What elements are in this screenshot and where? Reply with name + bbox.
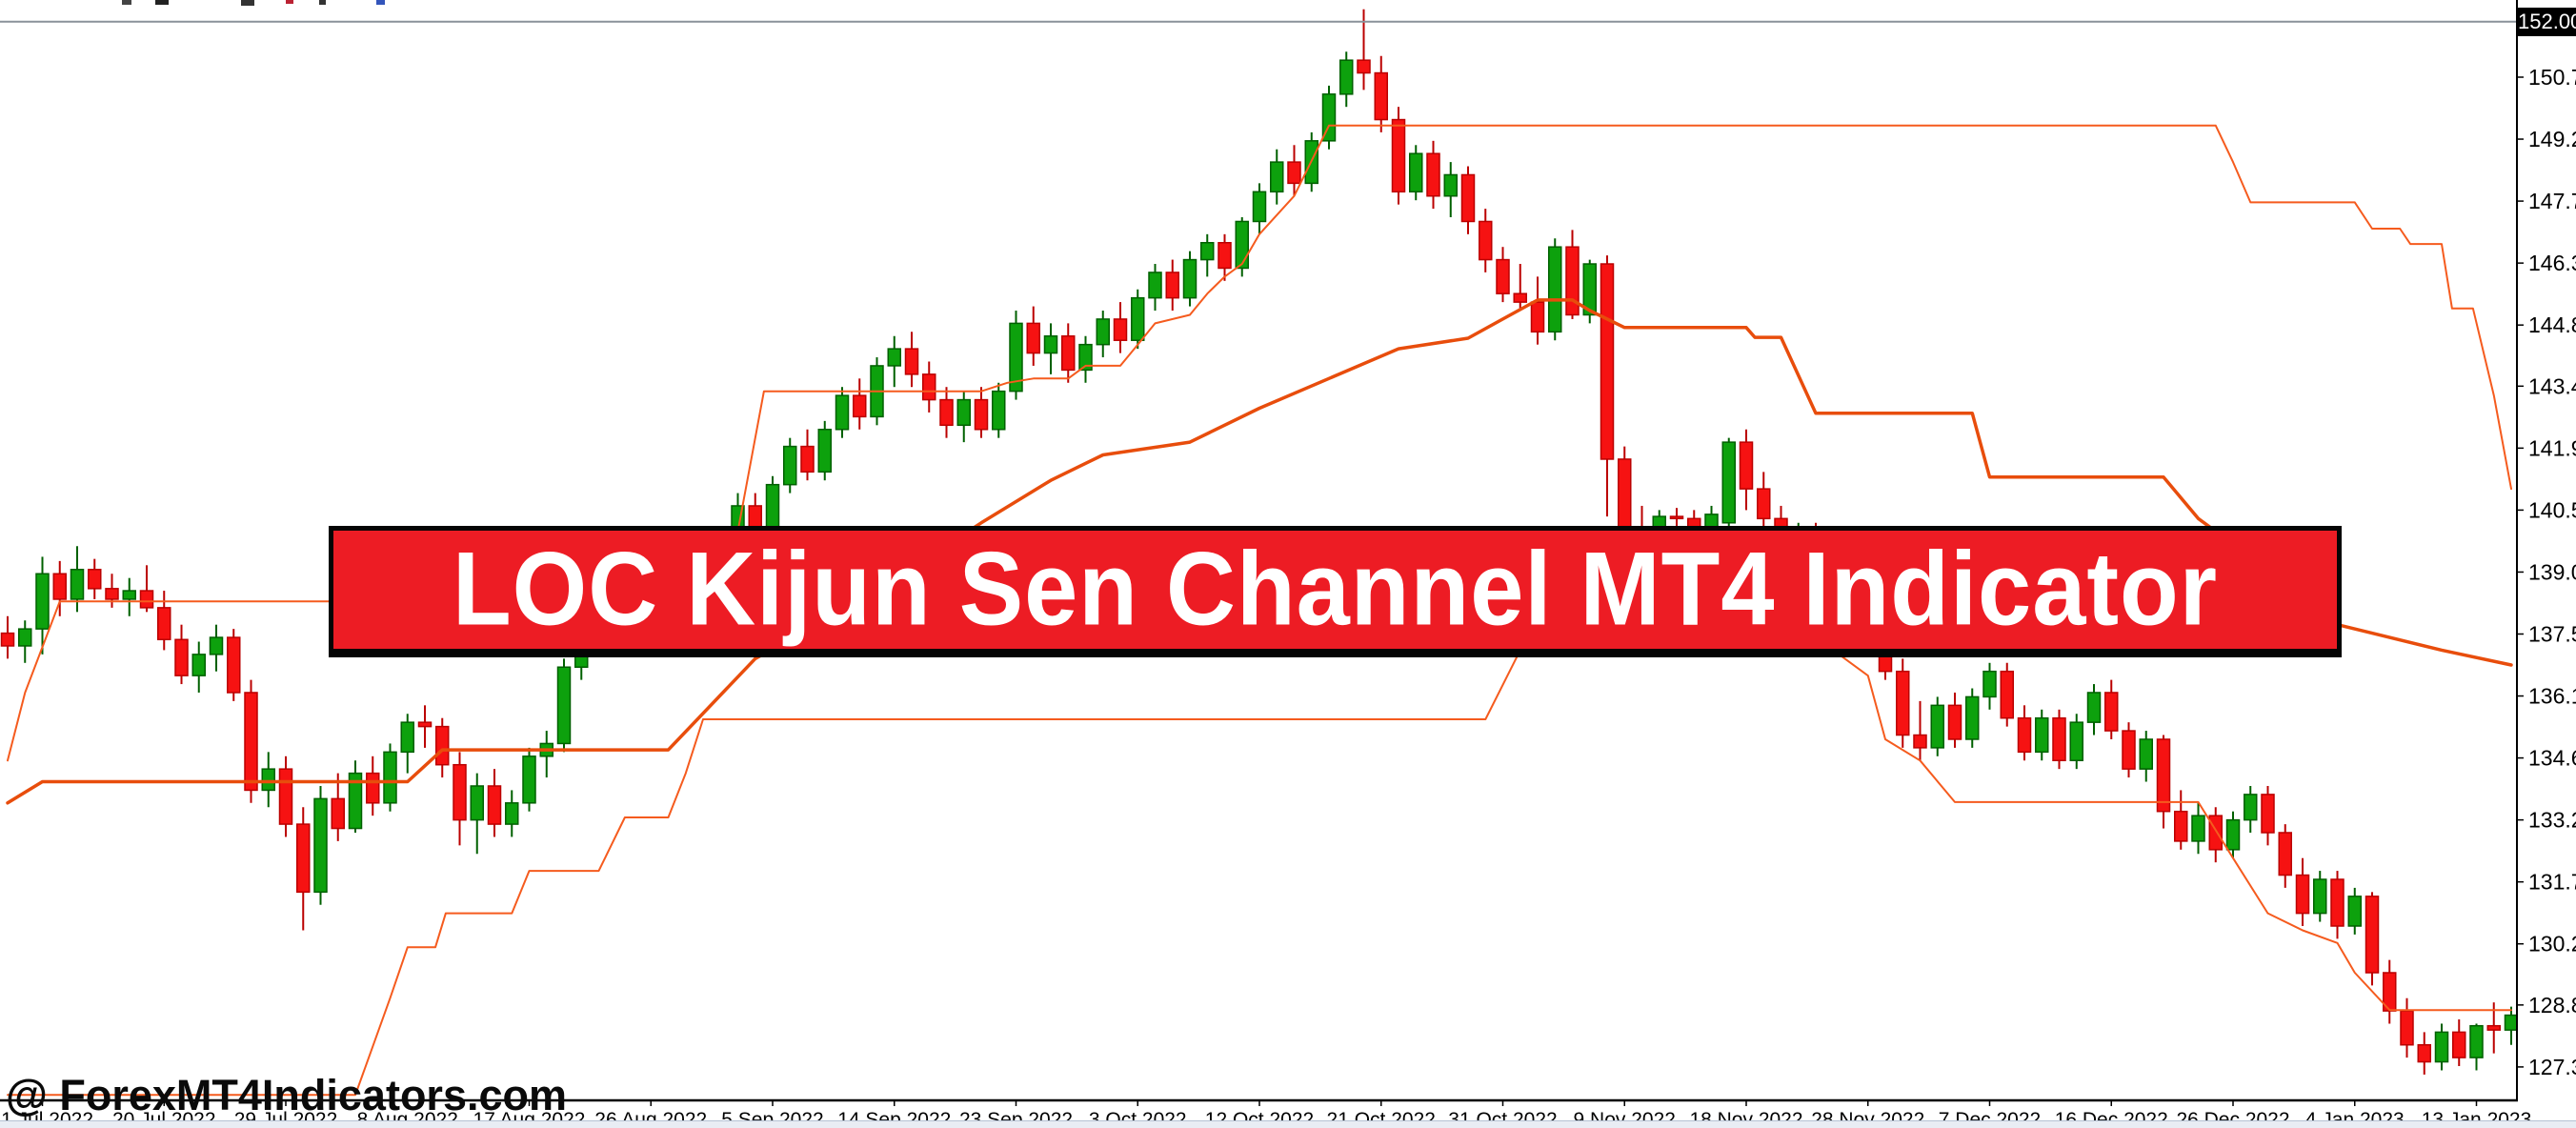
svg-text:143.420: 143.420 xyxy=(2528,373,2576,398)
svg-text:127.380: 127.380 xyxy=(2528,1055,2576,1079)
indicator-banner: LOC Kijun Sen Channel MT4 Indicator xyxy=(329,526,2342,657)
svg-text:150.700: 150.700 xyxy=(2528,65,2576,90)
svg-text:146.320: 146.320 xyxy=(2528,251,2576,275)
svg-text:139.040: 139.040 xyxy=(2528,559,2576,584)
svg-text:128.840: 128.840 xyxy=(2528,993,2576,1017)
svg-text:130.280: 130.280 xyxy=(2528,932,2576,957)
clipped-text-fragment xyxy=(319,0,326,5)
svg-text:133.200: 133.200 xyxy=(2528,808,2576,833)
price-marker-box: 152.008 xyxy=(2518,8,2576,36)
svg-text:136.120: 136.120 xyxy=(2528,684,2576,709)
watermark-text: @ ForexMT4Indicators.com xyxy=(6,1071,567,1119)
window-bottom-edge xyxy=(0,1120,2576,1128)
svg-text:140.500: 140.500 xyxy=(2528,497,2576,522)
clipped-text-fragment xyxy=(155,0,169,5)
svg-text:144.860: 144.860 xyxy=(2528,312,2576,337)
svg-text:134.660: 134.660 xyxy=(2528,746,2576,771)
svg-text:149.240: 149.240 xyxy=(2528,127,2576,151)
clipped-text-fragment xyxy=(241,0,254,6)
svg-text:137.580: 137.580 xyxy=(2528,621,2576,646)
svg-text:147.780: 147.780 xyxy=(2528,189,2576,213)
clipped-text-fragment xyxy=(122,0,131,5)
svg-text:131.740: 131.740 xyxy=(2528,870,2576,895)
clipped-text-fragment xyxy=(286,0,293,4)
banner-title: LOC Kijun Sen Channel MT4 Indicator xyxy=(452,531,2219,647)
svg-text:141.960: 141.960 xyxy=(2528,435,2576,460)
clipped-text-fragment xyxy=(376,0,385,5)
